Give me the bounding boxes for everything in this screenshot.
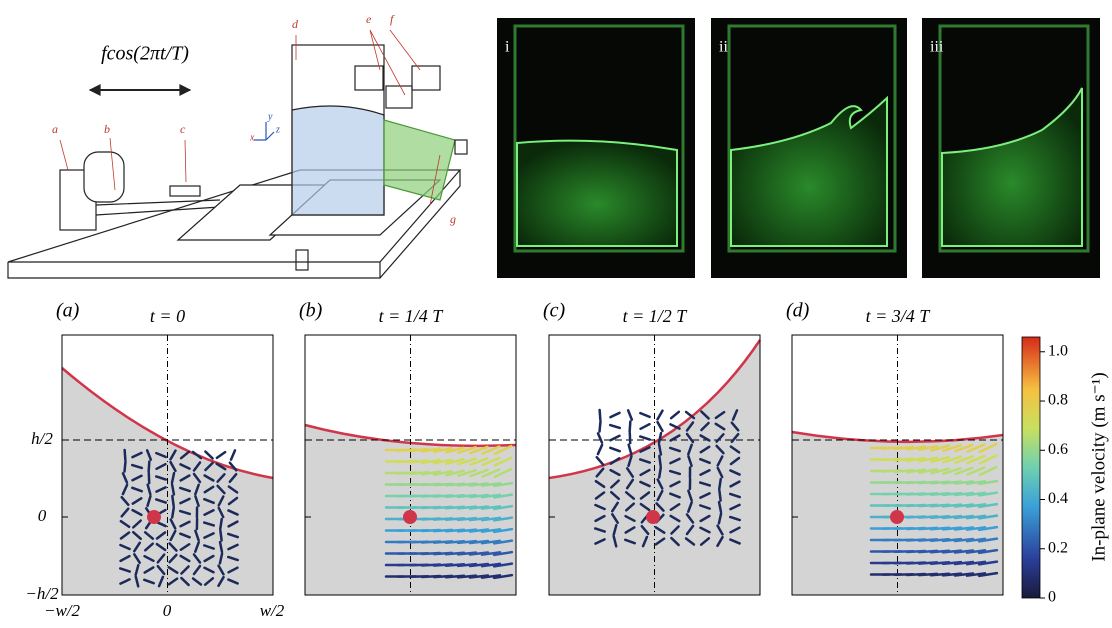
colorbar-tick-label: 0.6 [1048, 441, 1068, 458]
velocity-vector [220, 531, 221, 541]
velocity-vector [172, 508, 174, 518]
panel-letter: (a) [56, 300, 80, 322]
velocity-vector [125, 450, 126, 460]
panel-time: t = 0 [150, 306, 185, 326]
colorbar-tick-label: 0.4 [1048, 490, 1068, 507]
figure: fcos(2πt/T) a b c d e f g y z x iiiiii I… [0, 0, 1112, 623]
photo: ii [711, 18, 907, 278]
y-tick-label: 0 [38, 506, 47, 525]
velocity-vector [600, 422, 601, 432]
y-tick-label: h/2 [31, 429, 53, 448]
panel-letter: (b) [299, 300, 323, 322]
colorbar-tick-label: 0 [1048, 589, 1056, 606]
photo-label: ii [719, 39, 728, 56]
laser [455, 140, 467, 154]
velocity-vector [172, 485, 174, 495]
x-tick-label: w/2 [260, 601, 285, 620]
camera-2 [412, 66, 440, 90]
x-tick-label: −w/2 [44, 601, 81, 620]
panel-time: t = 3/4 T [866, 306, 932, 326]
velocity-vector [659, 456, 660, 466]
panel-letter: (c) [543, 300, 566, 322]
velocity-vector [220, 519, 221, 529]
colorbar-tick-label: 0.8 [1048, 392, 1068, 409]
velocity-vector [149, 462, 150, 472]
photo: iii [922, 18, 1100, 278]
part-label: f [390, 12, 395, 26]
part-label: a [52, 122, 58, 136]
axes-icon [254, 122, 274, 140]
velocity-vector [125, 462, 126, 472]
sensor [170, 186, 200, 196]
part-label: g [450, 212, 456, 226]
marker-dot [147, 510, 161, 524]
panel-time: t = 1/2 T [623, 306, 689, 326]
velocity-vector [659, 445, 661, 455]
marker-dot [646, 510, 660, 524]
velocity-vector [719, 491, 720, 501]
camera-3 [386, 86, 412, 108]
photo-label: iii [930, 39, 944, 56]
schematic [8, 30, 467, 278]
velocity-vector [659, 468, 661, 478]
axis-letter: z [275, 124, 280, 135]
panels [62, 335, 1003, 595]
marker-dot [890, 510, 904, 524]
velocity-vector [719, 479, 720, 489]
panel [549, 335, 760, 595]
part-label: b [104, 122, 110, 136]
part-label: e [366, 12, 372, 26]
axis-letter: y [267, 111, 273, 122]
velocity-vector [600, 410, 601, 420]
panel [305, 335, 516, 595]
photo-label: i [505, 39, 510, 56]
colorbar-tick-label: 0.2 [1048, 539, 1068, 556]
axis-letter: x [249, 132, 255, 143]
motor-body [84, 152, 124, 202]
panel-time: t = 1/4 T [379, 306, 445, 326]
panel-letter: (d) [786, 300, 810, 322]
forcing-label: fcos(2πt/T) [101, 43, 189, 65]
panel [62, 335, 273, 595]
x-tick-label: 0 [163, 601, 172, 620]
velocity-vector [172, 496, 173, 506]
marker-dot [403, 510, 417, 524]
fluid [517, 141, 677, 246]
colorbar-tick-label: 1.0 [1048, 342, 1068, 359]
colorbar [1022, 337, 1040, 598]
panel [792, 335, 1003, 595]
velocity-vector [630, 422, 631, 432]
colorbar-label: In-plane velocity (m s⁻¹) [1088, 372, 1109, 561]
part-label: c [180, 122, 186, 136]
tank-water [292, 106, 384, 215]
part-label: d [292, 17, 299, 31]
photo: i [497, 18, 695, 278]
